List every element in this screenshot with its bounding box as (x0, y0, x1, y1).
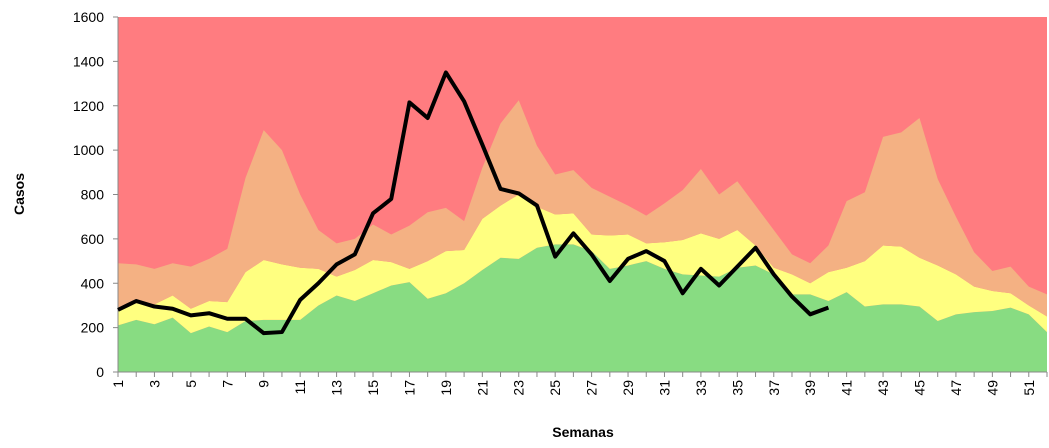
x-axis-title: Semanas (552, 424, 614, 440)
y-tick-label: 1000 (73, 142, 104, 158)
x-tick-label: 13 (329, 380, 345, 396)
y-tick-label: 1400 (73, 53, 104, 69)
area (118, 244, 1047, 372)
area (118, 194, 1047, 334)
x-tick-label: 9 (256, 380, 272, 388)
x-tick-label: 43 (875, 380, 891, 396)
x-tick-label: 21 (474, 380, 490, 396)
y-tick-label: 200 (81, 320, 105, 336)
y-tick-label: 1200 (73, 98, 104, 114)
y-axis-title: Casos (11, 173, 27, 215)
y-tick-label: 800 (81, 187, 105, 203)
x-tick-label: 3 (146, 380, 162, 388)
x-tick-label: 33 (693, 380, 709, 396)
y-tick-label: 1600 (73, 9, 104, 25)
x-tick-label: 23 (511, 380, 527, 396)
y-tick-label: 600 (81, 231, 105, 247)
x-tick-label: 1 (110, 380, 126, 388)
area (118, 100, 1047, 317)
x-tick-label: 15 (365, 380, 381, 396)
x-tick-label: 35 (729, 380, 745, 396)
x-tick-label: 37 (766, 380, 782, 396)
x-tick-label: 29 (620, 380, 636, 396)
x-tick-label: 11 (292, 380, 308, 395)
x-tick-label: 17 (401, 380, 417, 396)
x-tick-label: 41 (839, 380, 855, 396)
y-tick-label: 0 (96, 364, 104, 380)
x-tick-label: 39 (802, 380, 818, 396)
x-tick-label: 19 (438, 380, 454, 396)
x-tick-label: 47 (948, 380, 964, 396)
y-tick-label: 400 (81, 275, 105, 291)
x-tick-label: 7 (219, 380, 235, 388)
x-tick-label: 5 (183, 380, 199, 388)
line (117, 70, 830, 336)
x-tick-label: 27 (584, 380, 600, 396)
x-tick-label: 31 (656, 380, 672, 396)
x-tick-label: 49 (984, 380, 1000, 396)
x-tick-label: 25 (547, 380, 563, 396)
x-tick-label: 51 (1021, 380, 1037, 396)
x-tick-label: 45 (911, 380, 927, 396)
